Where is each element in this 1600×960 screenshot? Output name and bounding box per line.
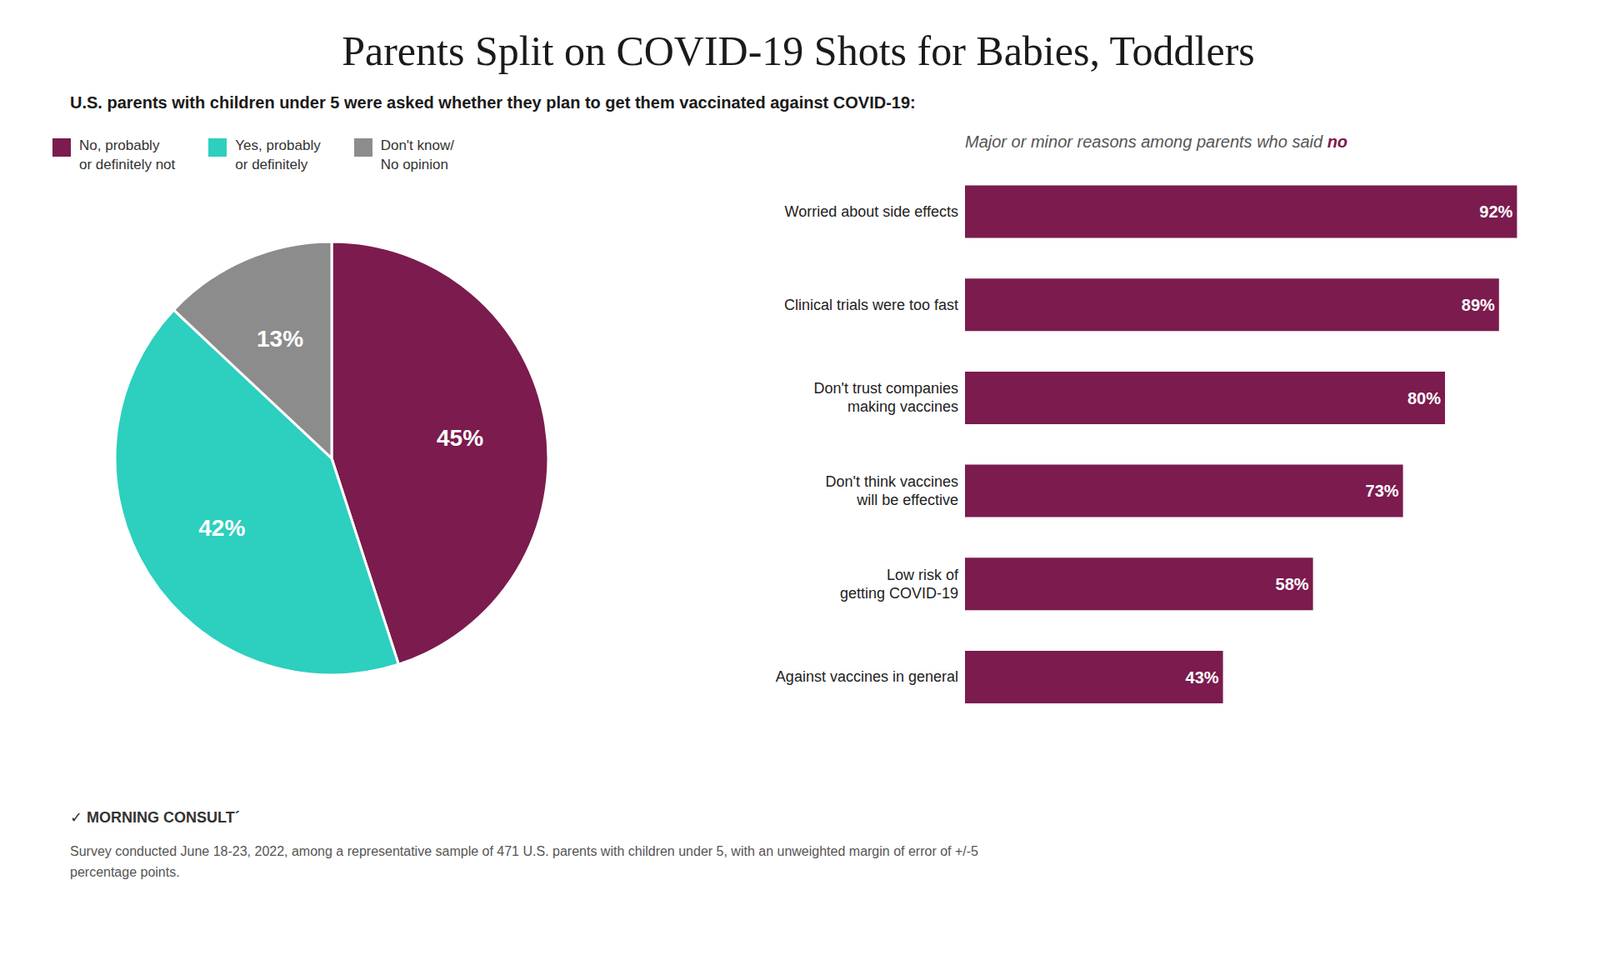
svg-text:Low risk ofgetting COVID-19: Low risk ofgetting COVID-19	[840, 566, 960, 602]
svg-text:73%: 73%	[1365, 481, 1400, 500]
svg-text:Clinical trials were too fast: Clinical trials were too fast	[784, 296, 959, 314]
svg-text:42%: 42%	[198, 515, 245, 541]
html-text:U.S. parents with children und: U.S. parents with children under 5 were …	[70, 93, 916, 112]
svg-text:89%: 89%	[1461, 295, 1495, 315]
svg-text:Don't think vaccineswill be ef: Don't think vaccineswill be effective	[825, 473, 959, 509]
html-text:Major or minor reasons among p: Major or minor reasons among parents who…	[965, 132, 1348, 151]
html-text:Parents Split on COVID-19 Shot: Parents Split on COVID-19 Shots for Babi…	[341, 27, 1255, 75]
svg-text:Don't trust companiesmaking va: Don't trust companiesmaking vaccines	[813, 380, 959, 415]
html-text:✓ MORNING CONSULT´: ✓ MORNING CONSULT´	[70, 809, 240, 826]
html-text:Don't know/ No opinion: Don't know/ No opinion	[380, 137, 455, 173]
svg-text:Worried about side effects: Worried about side effects	[785, 203, 959, 220]
svg-text:45%: 45%	[436, 425, 484, 451]
svg-text:Against vaccines in general: Against vaccines in general	[775, 668, 959, 685]
html-text:Survey conducted June 18-23, 2: Survey conducted June 18-23, 2022, among…	[70, 844, 979, 879]
html-text:No, probably or definitely not: No, probably or definitely not	[79, 137, 176, 173]
svg-text:92%: 92%	[1479, 202, 1513, 221]
svg-text:43%: 43%	[1185, 668, 1220, 687]
svg-text:13%: 13%	[256, 325, 304, 352]
svg-text:58%: 58%	[1275, 575, 1310, 594]
html-text:Yes, probably or definitely: Yes, probably or definitely	[235, 137, 321, 173]
svg-text:80%: 80%	[1407, 389, 1441, 408]
